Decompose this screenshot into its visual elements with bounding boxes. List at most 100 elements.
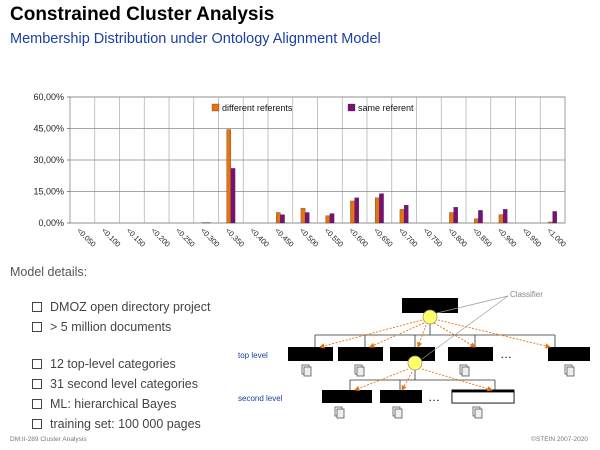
top-level-ellipsis: … xyxy=(500,347,512,361)
bar xyxy=(329,213,335,224)
second-level-node xyxy=(322,390,372,403)
bar xyxy=(354,197,359,224)
x-tick-label: <0.100 xyxy=(100,226,123,249)
root-category-node xyxy=(402,298,458,313)
slide-title: Constrained Cluster Analysis xyxy=(10,4,275,25)
x-tick-label: <0.350 xyxy=(223,226,246,249)
y-tick-label: 15,00% xyxy=(33,187,64,197)
x-tick-label: <1.000 xyxy=(545,226,568,249)
checkbox-bullet-icon xyxy=(32,398,42,409)
second-level-ellipsis: … xyxy=(428,390,440,404)
legend-label: same referent xyxy=(358,103,414,113)
legend-swatch xyxy=(347,103,356,112)
bar xyxy=(325,215,331,224)
bar xyxy=(548,221,553,224)
x-tick-label: <0.900 xyxy=(496,226,519,249)
y-tick-label: 45,00% xyxy=(33,124,64,134)
x-tick-label: <0.950 xyxy=(520,226,543,249)
y-tick-label: 30,00% xyxy=(33,155,64,165)
document-icon xyxy=(392,406,403,419)
legend-label: different referents xyxy=(222,103,293,113)
bar xyxy=(304,212,310,224)
hierarchy-diagram: … … Classifier top level second level xyxy=(238,290,590,419)
x-tick-label: <0.850 xyxy=(471,226,494,249)
x-tick-label: <0.250 xyxy=(174,226,197,249)
checkbox-bullet-icon xyxy=(32,378,42,389)
checkbox-bullet-icon xyxy=(32,321,42,332)
x-tick-label: <0.400 xyxy=(248,226,271,249)
second-level-node-outline xyxy=(451,391,515,404)
bar xyxy=(478,210,483,224)
x-tick-label: <0.650 xyxy=(372,226,395,249)
top-level-node xyxy=(338,347,383,361)
model-details-heading: Model details: xyxy=(10,265,88,279)
x-tick-label: <0.050 xyxy=(75,226,98,249)
bar xyxy=(300,208,306,224)
top-level-label: top level xyxy=(238,351,268,360)
second-classifier xyxy=(407,355,423,371)
checkbox-bullet-icon xyxy=(32,418,42,429)
bar xyxy=(230,168,236,224)
top-level-node xyxy=(548,347,590,361)
bar xyxy=(226,129,232,224)
bullet-text: 12 top-level categories xyxy=(50,357,176,371)
bar xyxy=(474,218,479,224)
classifier-callout-lines xyxy=(421,295,509,360)
x-tick-label: <0.550 xyxy=(322,226,345,249)
bar xyxy=(399,209,405,224)
classifier-arrows xyxy=(319,319,551,392)
y-tick-label: 0,00% xyxy=(38,218,64,228)
top-level-node xyxy=(448,347,493,361)
classifier-label: Classifier xyxy=(510,290,543,299)
bar xyxy=(379,193,384,224)
bar xyxy=(403,205,409,224)
bullet-training: training set: 100 000 pages xyxy=(32,417,201,431)
x-tick-label: <0.800 xyxy=(446,226,469,249)
bar xyxy=(498,214,504,224)
bar xyxy=(280,214,285,224)
bar xyxy=(552,211,557,224)
bullet-top-level: 12 top-level categories xyxy=(32,357,176,371)
bullet-ml: ML: hierarchical Bayes xyxy=(32,397,176,411)
bar xyxy=(502,209,508,224)
checkbox-bullet-icon xyxy=(32,358,42,369)
document-icon xyxy=(459,364,470,377)
top-level-node xyxy=(288,347,333,361)
x-tick-label: <0.700 xyxy=(397,226,420,249)
second-level-node xyxy=(380,390,422,403)
x-tick-label: <0.450 xyxy=(273,226,296,249)
bar xyxy=(449,212,454,224)
bullet-text: > 5 million documents xyxy=(50,320,172,334)
x-tick-label: <0.500 xyxy=(298,226,321,249)
bullet-text: ML: hierarchical Bayes xyxy=(50,397,177,411)
bar xyxy=(453,207,458,224)
document-icon xyxy=(354,364,365,377)
root-classifier xyxy=(422,309,438,325)
document-icon xyxy=(334,406,345,419)
tree-connectors xyxy=(314,313,556,390)
x-tick-label: <0.750 xyxy=(421,226,444,249)
checkbox-bullet-icon xyxy=(32,301,42,312)
membership-bar-chart: 0,00% 15,00% 30,00% 45,00% 60,00% <0.050 <0.10… xyxy=(33,92,568,249)
second-level-label: second level xyxy=(238,394,283,403)
y-tick-label: 60,00% xyxy=(33,92,64,102)
bullet-text: 31 second level categories xyxy=(50,377,199,391)
bullet-second-level: 31 second level categories xyxy=(32,377,198,391)
document-icon xyxy=(301,364,312,377)
footer-right: ©STEIN 2007-2020 xyxy=(531,436,588,443)
bar xyxy=(375,197,380,224)
x-tick-label: <0.200 xyxy=(149,226,172,249)
bullet-text: training set: 100 000 pages xyxy=(50,417,201,431)
bullet-dmoz: DMOZ open directory project xyxy=(32,300,210,314)
x-tick-label: <0.600 xyxy=(347,226,370,249)
bullet-documents: > 5 million documents xyxy=(32,320,171,334)
bar xyxy=(350,200,355,224)
x-tick-label: <0.150 xyxy=(124,226,147,249)
bullet-text: DMOZ open directory project xyxy=(50,300,211,314)
footer-left: DM:II-289 Cluster Analysis xyxy=(10,436,87,443)
legend-swatch xyxy=(211,103,220,112)
document-icon xyxy=(564,364,575,377)
x-tick-label: <0.300 xyxy=(199,226,222,249)
bar xyxy=(276,212,281,224)
slide-subtitle: Membership Distribution under Ontology A… xyxy=(10,31,381,47)
